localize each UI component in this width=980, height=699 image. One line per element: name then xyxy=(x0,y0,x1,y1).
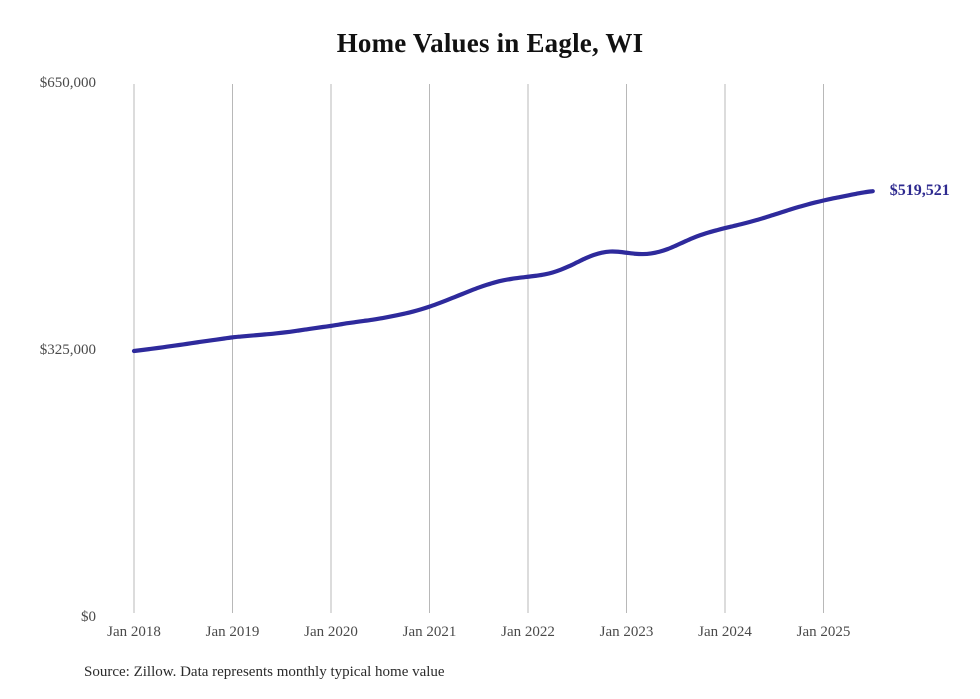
y-tick-label: $325,000 xyxy=(39,342,96,358)
value-line-path xyxy=(131,189,875,354)
x-gridlines xyxy=(133,84,824,613)
x-tick-label: Jan 2023 xyxy=(599,624,654,640)
x-tick-label: Jan 2025 xyxy=(796,624,851,640)
x-tick-label: Jan 2019 xyxy=(205,624,260,640)
source-note: Source: Zillow. Data represents monthly … xyxy=(84,664,445,680)
y-tick-label: $0 xyxy=(81,609,96,625)
x-tick-label: Jan 2021 xyxy=(402,624,457,640)
x-tick-label: Jan 2018 xyxy=(107,624,161,640)
chart-title: Home Values in Eagle, WI xyxy=(336,28,644,58)
x-tick-label: Jan 2024 xyxy=(698,624,752,640)
y-tick-label: $650,000 xyxy=(39,75,96,91)
end-value-label: $519,521 xyxy=(889,182,950,200)
x-tick-label: Jan 2022 xyxy=(501,624,555,640)
x-tick-label: Jan 2020 xyxy=(304,624,358,640)
